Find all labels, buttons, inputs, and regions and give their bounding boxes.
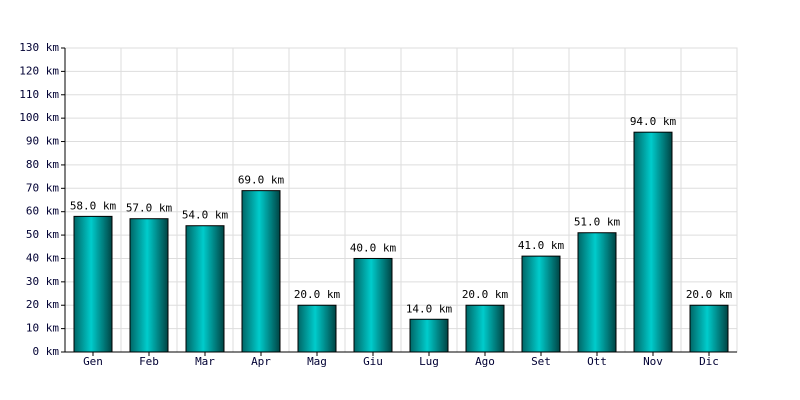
bar: [409, 318, 449, 353]
x-tick-label: Mag: [307, 355, 327, 368]
bar: [241, 190, 281, 353]
x-tick-label: Mar: [195, 355, 215, 368]
value-label: 41.0 km: [518, 239, 565, 252]
value-label: 54.0 km: [182, 209, 229, 222]
y-tick-label: 100 km: [19, 111, 59, 124]
bar: [689, 304, 729, 353]
y-tick-label: 130 km: [19, 41, 59, 54]
value-label: 94.0 km: [630, 115, 677, 128]
value-label: 57.0 km: [126, 202, 173, 215]
x-tick-label: Apr: [251, 355, 271, 368]
x-tick-label: Giu: [363, 355, 383, 368]
x-tick-label: Ago: [475, 355, 495, 368]
x-tick-label: Lug: [419, 355, 439, 368]
y-tick-label: 90 km: [26, 135, 59, 148]
value-label: 51.0 km: [574, 216, 621, 229]
x-tick-label: Ott: [587, 355, 607, 368]
value-label: 58.0 km: [70, 199, 117, 212]
x-tick-label: Dic: [699, 355, 719, 368]
y-tick-label: 30 km: [26, 275, 59, 288]
value-label: 69.0 km: [238, 174, 285, 187]
y-tick-label: 20 km: [26, 298, 59, 311]
bar: [73, 215, 113, 353]
bar: [577, 232, 617, 353]
value-label: 20.0 km: [686, 288, 733, 301]
x-tick-label: Set: [531, 355, 551, 368]
value-label: 40.0 km: [350, 241, 397, 254]
bar: [297, 304, 337, 353]
y-tick-label: 10 km: [26, 322, 59, 335]
bar: [353, 257, 393, 353]
y-tick-label: 60 km: [26, 205, 59, 218]
y-tick-label: 70 km: [26, 181, 59, 194]
bar: [633, 131, 673, 353]
value-label: 14.0 km: [406, 302, 453, 315]
y-tick-label: 40 km: [26, 251, 59, 264]
value-label: 20.0 km: [294, 288, 341, 301]
y-tick-label: 0 km: [33, 345, 60, 358]
bar: [185, 225, 225, 353]
x-tick-label: Feb: [139, 355, 159, 368]
x-tick-label: Gen: [83, 355, 103, 368]
bar: [521, 255, 561, 353]
x-tick-label: Nov: [643, 355, 663, 368]
bar: [129, 218, 169, 353]
y-tick-label: 110 km: [19, 88, 59, 101]
y-tick-label: 50 km: [26, 228, 59, 241]
bar: [465, 304, 505, 353]
y-tick-label: 80 km: [26, 158, 59, 171]
value-label: 20.0 km: [462, 288, 509, 301]
y-tick-label: 120 km: [19, 64, 59, 77]
